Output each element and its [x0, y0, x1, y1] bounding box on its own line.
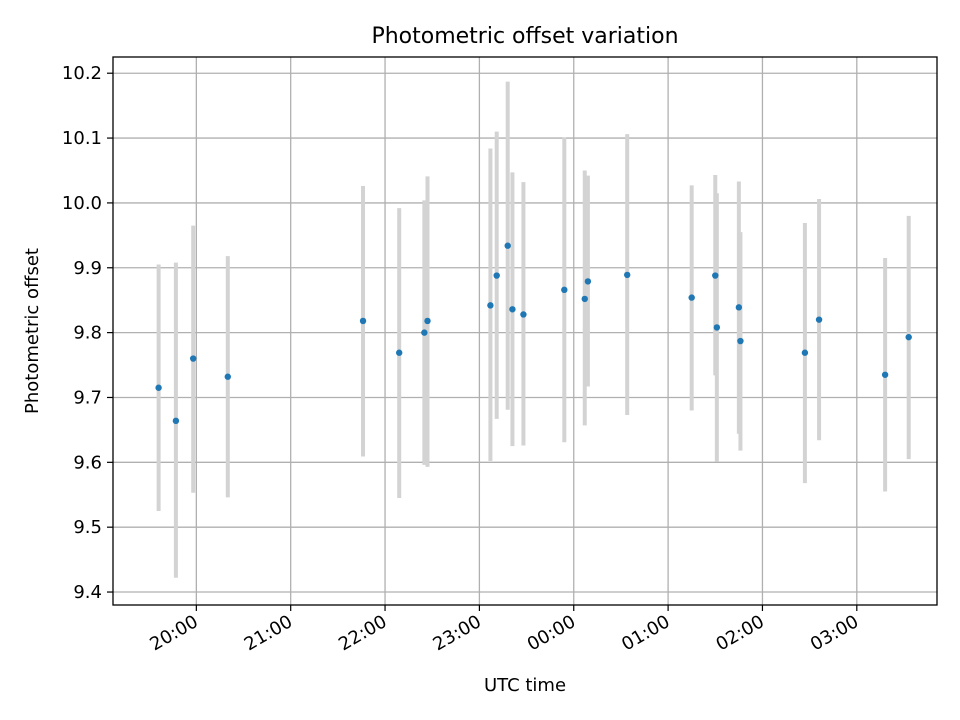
data-point — [493, 272, 500, 279]
x-axis-label: UTC time — [484, 675, 566, 696]
data-point — [712, 272, 719, 279]
data-point — [520, 311, 527, 318]
y-tick-label: 9.9 — [73, 258, 102, 279]
data-point — [735, 304, 743, 311]
data-point — [624, 271, 631, 279]
chart-title: Photometric offset variation — [371, 24, 678, 49]
data-point — [581, 295, 588, 303]
data-point — [801, 349, 809, 356]
y-tick-label: 10.2 — [62, 63, 102, 84]
data-point — [737, 337, 744, 345]
data-point — [424, 317, 431, 325]
data-point — [584, 278, 592, 285]
data-point — [504, 242, 511, 249]
data-point — [224, 373, 231, 380]
y-tick-label: 9.4 — [73, 582, 102, 603]
data-point — [905, 333, 912, 341]
data-point — [487, 302, 494, 309]
y-axis-label: Photometric offset — [22, 248, 43, 414]
data-point — [509, 306, 516, 313]
data-point — [155, 384, 162, 391]
grid — [113, 57, 937, 605]
y-tick-label: 9.7 — [73, 387, 102, 408]
y-tick-label: 9.8 — [73, 323, 102, 344]
data-point — [713, 324, 721, 331]
data-point — [395, 349, 403, 356]
data-point — [421, 329, 428, 336]
data-point — [881, 371, 889, 378]
data-point — [189, 355, 197, 362]
y-tick-label: 9.6 — [73, 452, 102, 473]
y-axis: 9.4 9.5 9.6 9.7 9.8 9.9 10.0 10.1 10.2 — [62, 63, 113, 603]
y-tick-label: 10.1 — [62, 128, 102, 149]
data-point — [561, 286, 568, 294]
y-tick-label: 10.0 — [62, 193, 102, 214]
data-point — [359, 317, 367, 325]
plot-frame — [112, 56, 938, 606]
data-point — [688, 294, 695, 301]
data-point — [172, 417, 180, 425]
data-point — [815, 316, 823, 323]
data-points — [155, 242, 912, 425]
y-tick-label: 9.5 — [73, 517, 102, 538]
